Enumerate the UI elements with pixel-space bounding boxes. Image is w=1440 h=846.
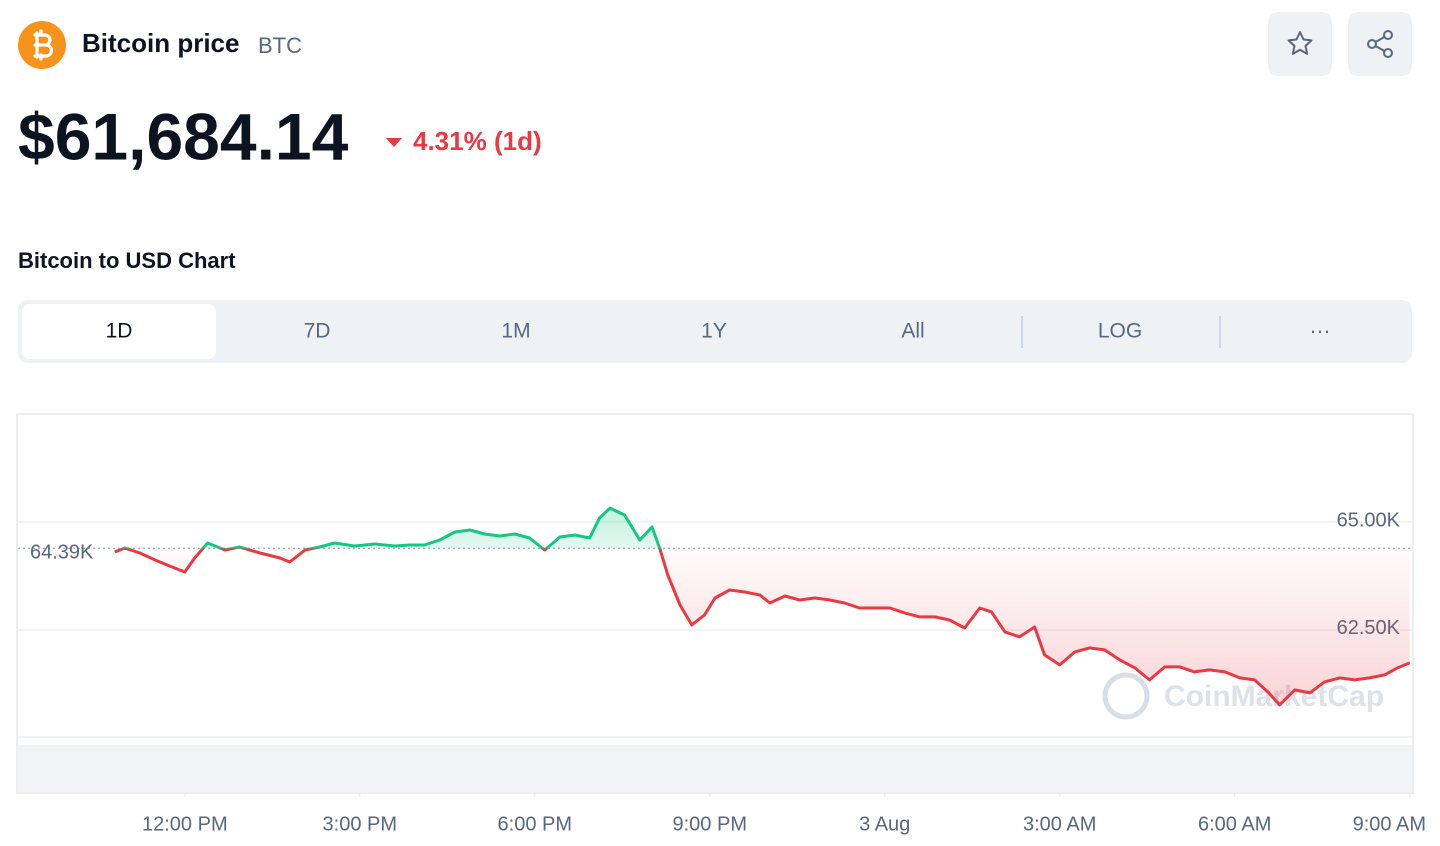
x-tick-label: 6:00 PM bbox=[498, 813, 572, 835]
x-tick-label: 3:00 AM bbox=[1023, 813, 1096, 835]
watchlist-button[interactable] bbox=[1268, 12, 1332, 76]
reference-label: 64.39K bbox=[30, 542, 94, 564]
tab[interactable]: ··· bbox=[1310, 320, 1331, 343]
star-icon bbox=[1287, 31, 1313, 55]
x-tick-label: 3 Aug bbox=[859, 813, 910, 835]
share-icon bbox=[1367, 30, 1393, 58]
chart-heading: Bitcoin to USD Chart bbox=[18, 248, 236, 273]
y-tick-label: 65.00K bbox=[1337, 509, 1401, 531]
tab[interactable]: 1Y bbox=[701, 320, 727, 343]
price-line bbox=[114, 506, 1411, 707]
price-change: 4.31% (1d) bbox=[413, 126, 542, 156]
volume-strip bbox=[18, 745, 1412, 792]
coin-glyph bbox=[33, 29, 54, 61]
tab[interactable]: 1D bbox=[106, 320, 133, 343]
tab[interactable]: All bbox=[901, 320, 924, 343]
down-arrow bbox=[386, 138, 402, 147]
x-tick-label: 12:00 PM bbox=[142, 813, 228, 835]
coin-name: Bitcoin price bbox=[82, 28, 239, 58]
x-tick-label: 6:00 AM bbox=[1198, 813, 1271, 835]
watermark-logo bbox=[1102, 672, 1150, 720]
price: $61,684.14 bbox=[18, 99, 349, 173]
x-tick-label: 9:00 AM bbox=[1353, 813, 1426, 835]
coin-symbol: BTC bbox=[258, 33, 302, 58]
tab[interactable]: 1M bbox=[501, 320, 530, 343]
price-area bbox=[114, 508, 1410, 705]
x-tick-label: 3:00 PM bbox=[323, 813, 397, 835]
x-tick-label: 9:00 PM bbox=[673, 813, 747, 835]
share-button[interactable] bbox=[1348, 12, 1412, 76]
tabs: 1D 7D 1M 1Y All LOG ··· bbox=[106, 320, 1331, 343]
active-tab-bg bbox=[22, 304, 216, 359]
tab[interactable]: LOG bbox=[1098, 320, 1142, 343]
tab[interactable]: 7D bbox=[304, 320, 331, 343]
tab-bar bbox=[18, 300, 1412, 363]
